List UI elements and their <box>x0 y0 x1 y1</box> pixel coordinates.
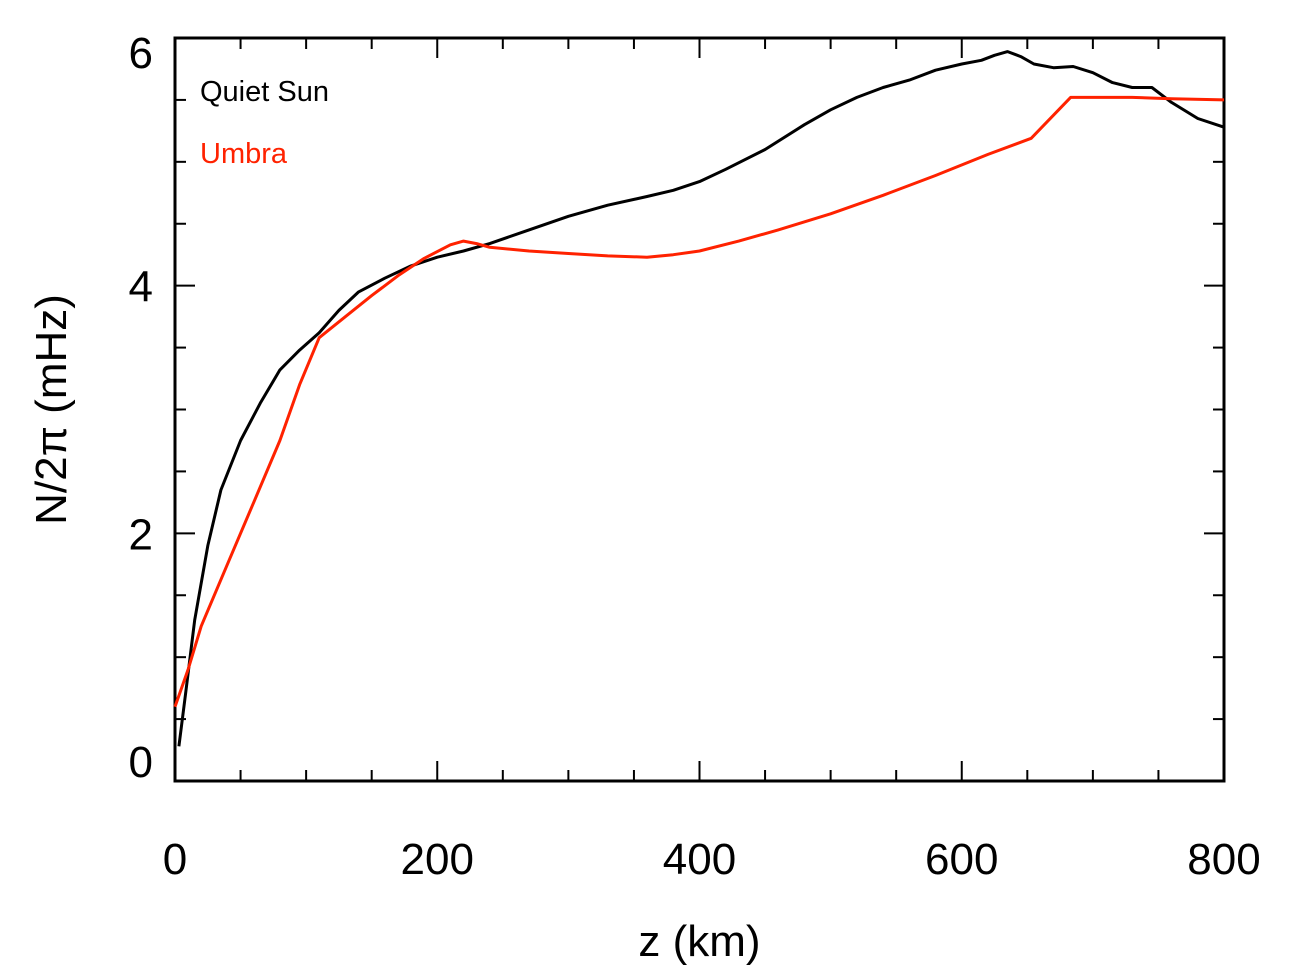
plot-frame <box>173 36 1226 783</box>
y-tick-label: 6 <box>129 29 153 78</box>
plot-area <box>173 36 1226 783</box>
x-tick-label: 200 <box>401 835 474 884</box>
legend-entry-umbra: Umbra <box>200 138 288 170</box>
minor-ticks <box>175 38 1224 781</box>
y-tick-label: 2 <box>129 510 153 559</box>
x-tick-label: 800 <box>1187 835 1260 884</box>
x-axis-label: z (km) <box>638 917 760 966</box>
y-tick-label: 0 <box>129 738 153 787</box>
series-line-quiet-sun <box>177 50 1225 747</box>
legend: Quiet Sun Umbra <box>200 76 329 170</box>
y-tick-label: 4 <box>129 263 153 312</box>
y-tick-labels: 0 2 4 6 <box>129 29 153 787</box>
x-tick-label: 600 <box>925 835 998 884</box>
legend-entry-quiet-sun: Quiet Sun <box>200 76 329 108</box>
x-tick-labels: 0 200 400 600 800 <box>163 835 1261 884</box>
series-lines <box>173 50 1225 747</box>
series-line-umbra <box>173 95 1225 708</box>
y-axis-label: N/2π (mHz) <box>27 294 76 525</box>
major-ticks <box>174 37 1225 782</box>
x-tick-label: 0 <box>163 835 187 884</box>
x-tick-label: 400 <box>663 835 736 884</box>
